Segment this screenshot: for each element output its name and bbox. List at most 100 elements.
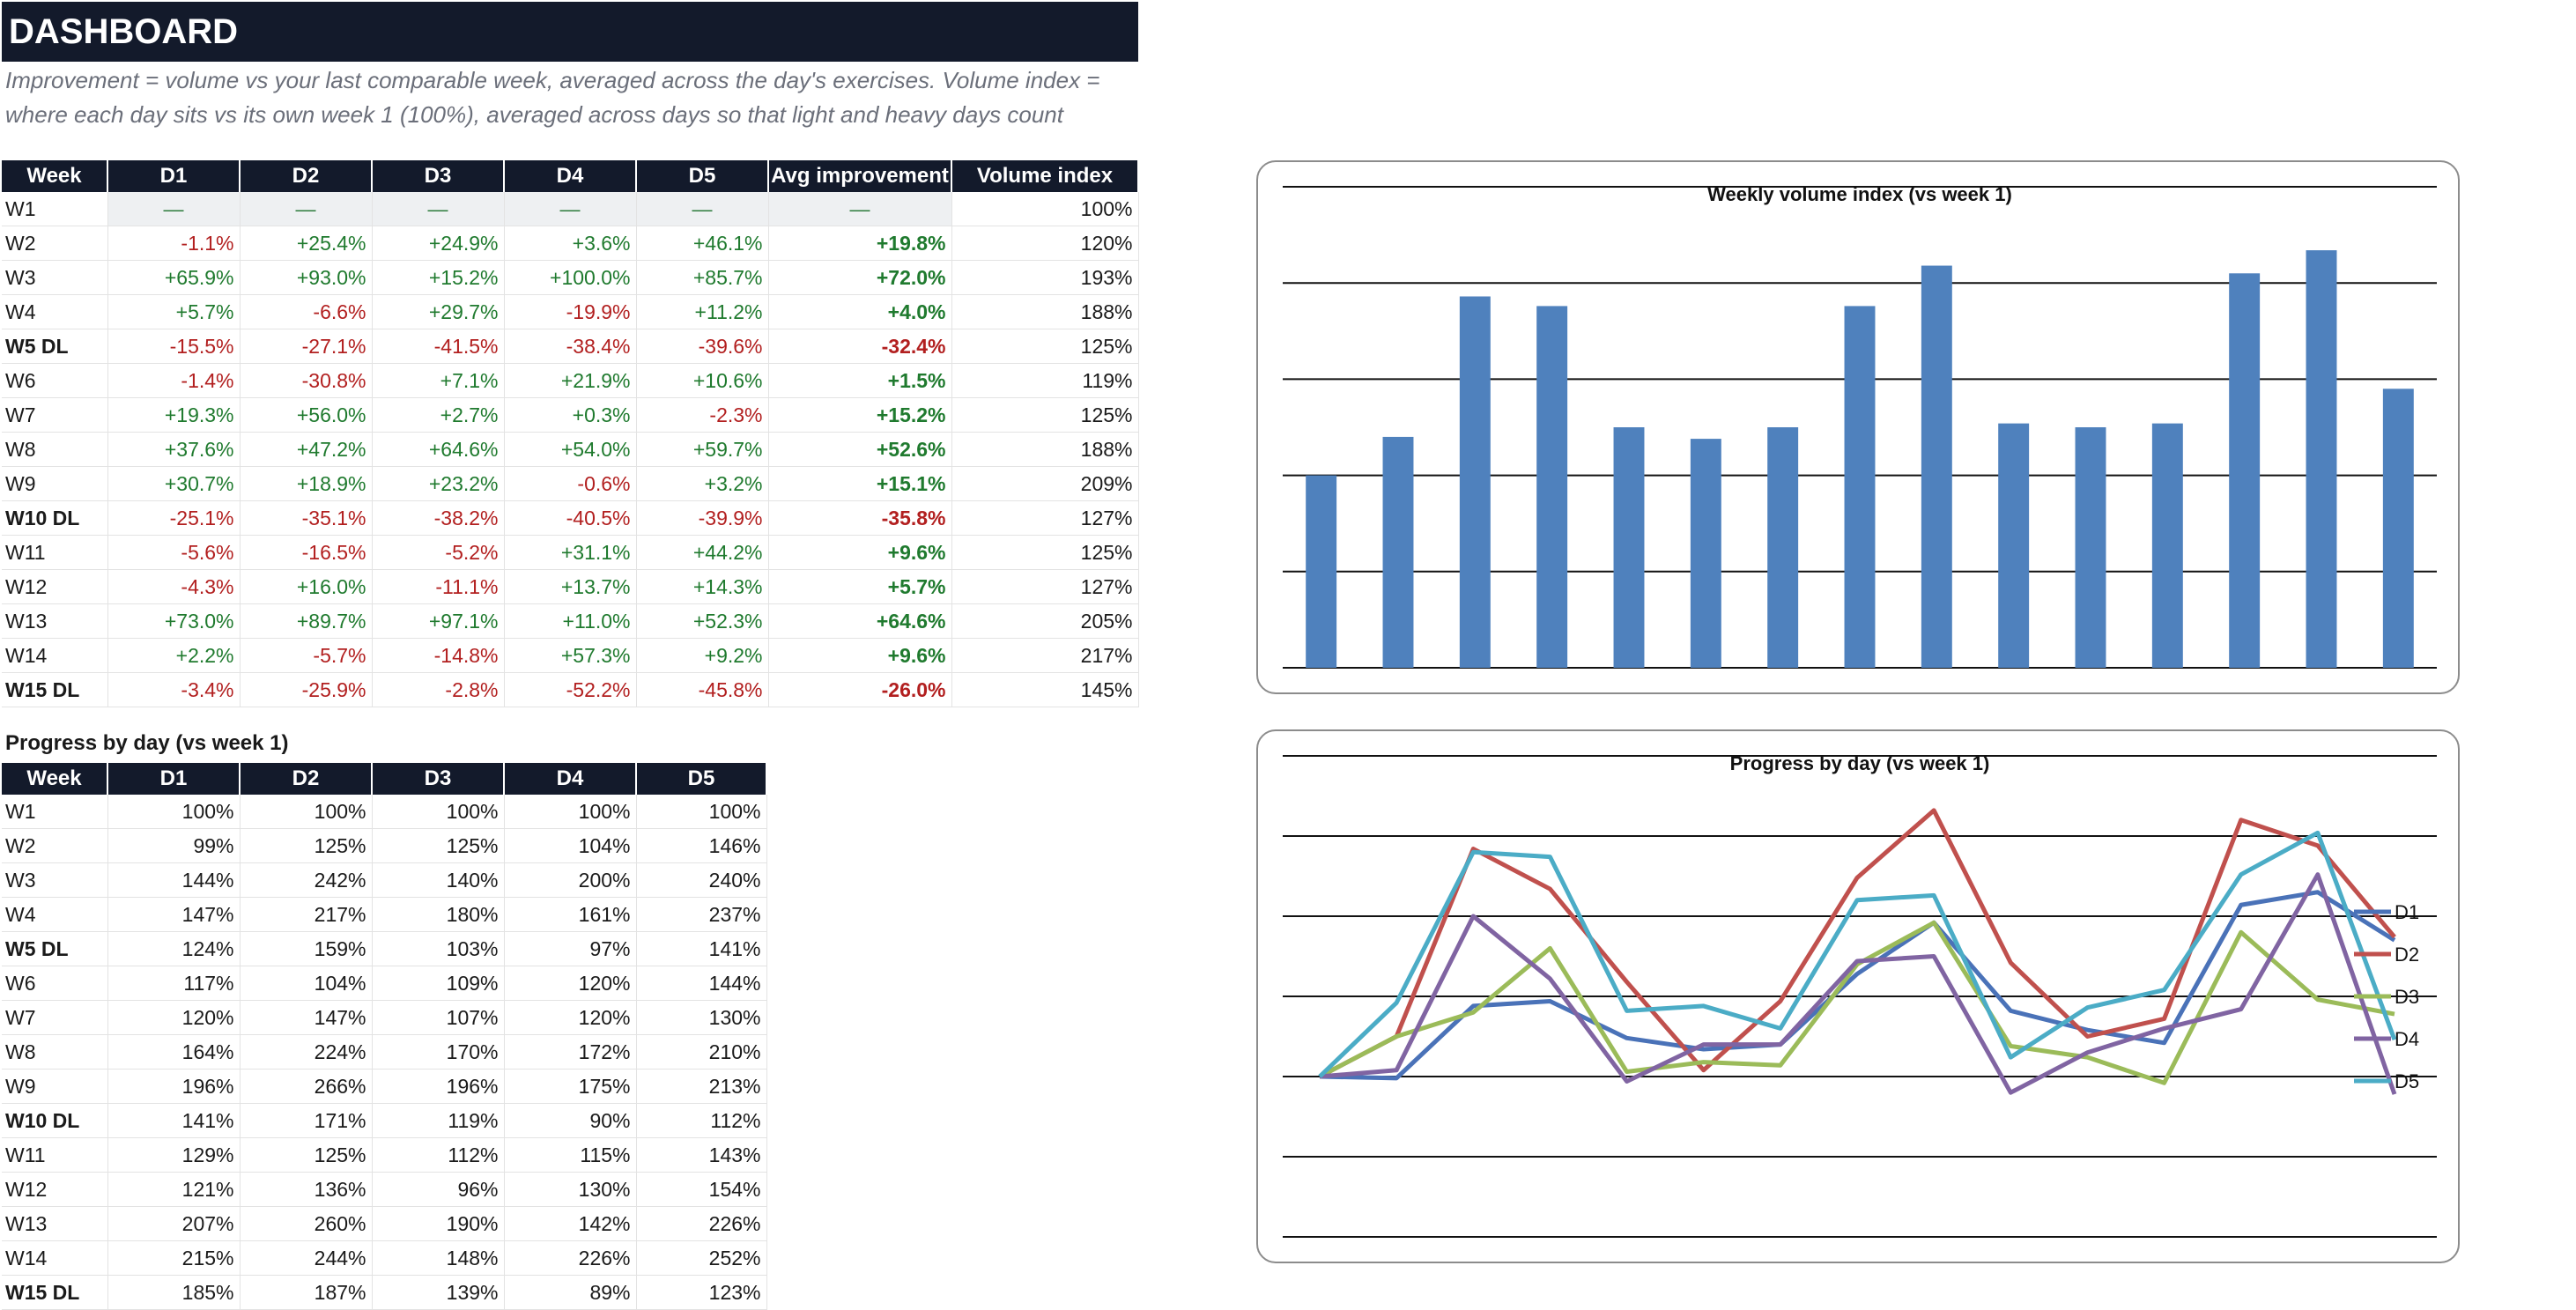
d1-improvement-cell[interactable]: +19.3% bbox=[107, 397, 241, 433]
week-cell[interactable]: W13 bbox=[2, 1206, 108, 1241]
table-row[interactable]: W7 +19.3% +56.0% +2.7% +0.3% -2.3% +15.2% 125% bbox=[2, 397, 1139, 433]
table-row[interactable]: W12 121% 136% 96% 130% 154% bbox=[2, 1172, 767, 1207]
d4-progress-cell[interactable]: 90% bbox=[504, 1103, 637, 1138]
week-cell[interactable]: W5 DL bbox=[2, 931, 108, 966]
volume-index-cell[interactable]: 125% bbox=[951, 329, 1139, 364]
week-cell[interactable]: W10 DL bbox=[2, 500, 108, 536]
volume-index-cell[interactable]: 205% bbox=[951, 603, 1139, 639]
bar-w10-dl[interactable] bbox=[1998, 423, 2030, 668]
week-cell[interactable]: W3 bbox=[2, 260, 108, 295]
d1-improvement-cell[interactable]: -1.4% bbox=[107, 363, 241, 398]
d2-progress-cell[interactable]: 125% bbox=[240, 828, 373, 863]
avg-improvement-cell[interactable]: +4.0% bbox=[768, 294, 952, 329]
d5-progress-cell[interactable]: 240% bbox=[636, 862, 767, 898]
d2-improvement-cell[interactable]: +93.0% bbox=[240, 260, 373, 295]
d2-improvement-cell[interactable]: -25.9% bbox=[240, 672, 373, 707]
d1-progress-cell[interactable]: 120% bbox=[107, 1000, 241, 1035]
d5-improvement-cell[interactable]: +59.7% bbox=[636, 432, 769, 467]
d2-progress-cell[interactable]: 187% bbox=[240, 1275, 373, 1310]
volume-index-cell[interactable]: 188% bbox=[951, 294, 1139, 329]
table-row[interactable]: W15 DL 185% 187% 139% 89% 123% bbox=[2, 1275, 767, 1310]
table-row[interactable]: W5 DL 124% 159% 103% 97% 141% bbox=[2, 931, 767, 966]
col-header-d5[interactable]: D5 bbox=[636, 160, 769, 192]
avg-improvement-cell[interactable]: +64.6% bbox=[768, 603, 952, 639]
d3-progress-cell[interactable]: 170% bbox=[372, 1034, 505, 1069]
volume-index-cell[interactable]: 125% bbox=[951, 535, 1139, 570]
table-row[interactable]: W13 207% 260% 190% 142% 226% bbox=[2, 1206, 767, 1241]
d5-improvement-cell[interactable]: +11.2% bbox=[636, 294, 769, 329]
week-cell[interactable]: W11 bbox=[2, 535, 108, 570]
volume-index-cell[interactable]: 145% bbox=[951, 672, 1139, 707]
volume-index-cell[interactable]: 127% bbox=[951, 500, 1139, 536]
table-row[interactable]: W10 DL -25.1% -35.1% -38.2% -40.5% -39.9% -35.… bbox=[2, 500, 1139, 536]
d5-improvement-cell[interactable]: +3.2% bbox=[636, 466, 769, 501]
d3-progress-cell[interactable]: 119% bbox=[372, 1103, 505, 1138]
volume-index-cell[interactable]: 125% bbox=[951, 397, 1139, 433]
d4-progress-cell[interactable]: 104% bbox=[504, 828, 637, 863]
week-cell[interactable]: W10 DL bbox=[2, 1103, 108, 1138]
d4-progress-cell[interactable]: 120% bbox=[504, 966, 637, 1001]
avg-improvement-cell[interactable]: +19.8% bbox=[768, 226, 952, 261]
week-cell[interactable]: W14 bbox=[2, 1240, 108, 1276]
d4-improvement-cell[interactable]: +100.0% bbox=[504, 260, 637, 295]
series-line-d3[interactable] bbox=[1318, 920, 2395, 1085]
week-cell[interactable]: W7 bbox=[2, 397, 108, 433]
d2-progress-cell[interactable]: 171% bbox=[240, 1103, 373, 1138]
table-row[interactable]: W8 +37.6% +47.2% +64.6% +54.0% +59.7% +52.6% 18… bbox=[2, 432, 1139, 467]
avg-improvement-cell[interactable]: -26.0% bbox=[768, 672, 952, 707]
table-row[interactable]: W15 DL -3.4% -25.9% -2.8% -52.2% -45.8% -26.0%… bbox=[2, 672, 1139, 707]
d1-progress-cell[interactable]: 124% bbox=[107, 931, 241, 966]
d2-improvement-cell[interactable]: -6.6% bbox=[240, 294, 373, 329]
d2-progress-cell[interactable]: 217% bbox=[240, 897, 373, 932]
col-header-week[interactable]: Week bbox=[2, 160, 108, 192]
d5-progress-cell[interactable]: 154% bbox=[636, 1172, 767, 1207]
d1-improvement-cell[interactable]: +5.7% bbox=[107, 294, 241, 329]
week-cell[interactable]: W6 bbox=[2, 363, 108, 398]
bar-w13[interactable] bbox=[2229, 273, 2261, 668]
d4-improvement-cell[interactable]: +11.0% bbox=[504, 603, 637, 639]
d5-progress-cell[interactable]: 141% bbox=[636, 931, 767, 966]
table-row[interactable]: W5 DL -15.5% -27.1% -41.5% -38.4% -39.6% -32.4… bbox=[2, 329, 1139, 364]
table-row[interactable]: W8 164% 224% 170% 172% 210% bbox=[2, 1034, 767, 1069]
d5-progress-cell[interactable]: 237% bbox=[636, 897, 767, 932]
d2-progress-cell[interactable]: 244% bbox=[240, 1240, 373, 1276]
d5-progress-cell[interactable]: 252% bbox=[636, 1240, 767, 1276]
table-row[interactable]: W6 -1.4% -30.8% +7.1% +21.9% +10.6% +1.5% 119% bbox=[2, 363, 1139, 398]
volume-index-chart[interactable]: Weekly volume index (vs week 1) bbox=[1256, 160, 2460, 694]
bar-w3[interactable] bbox=[1459, 296, 1491, 668]
week-cell[interactable]: W12 bbox=[2, 1172, 108, 1207]
d5-progress-cell[interactable]: 146% bbox=[636, 828, 767, 863]
week-cell[interactable]: W3 bbox=[2, 862, 108, 898]
d4-progress-cell[interactable]: 100% bbox=[504, 795, 637, 829]
series-line-d4[interactable] bbox=[1319, 872, 2397, 1095]
d5-improvement-cell[interactable]: -45.8% bbox=[636, 672, 769, 707]
d3-progress-cell[interactable]: 103% bbox=[372, 931, 505, 966]
d1-progress-cell[interactable]: 147% bbox=[107, 897, 241, 932]
d2-progress-cell[interactable]: 136% bbox=[240, 1172, 373, 1207]
d2-progress-cell[interactable]: 159% bbox=[240, 931, 373, 966]
d3-improvement-cell[interactable]: -38.2% bbox=[372, 500, 505, 536]
d5-improvement-cell[interactable]: — bbox=[636, 192, 769, 226]
avg-improvement-cell[interactable]: +1.5% bbox=[768, 363, 952, 398]
table-row[interactable]: W11 129% 125% 112% 115% 143% bbox=[2, 1137, 767, 1173]
d2-progress-cell[interactable]: 125% bbox=[240, 1137, 373, 1173]
d4-improvement-cell[interactable]: +13.7% bbox=[504, 569, 637, 604]
d4-improvement-cell[interactable]: +31.1% bbox=[504, 535, 637, 570]
d3-progress-cell[interactable]: 140% bbox=[372, 862, 505, 898]
series-line-d2[interactable] bbox=[1318, 808, 2396, 1079]
volume-index-cell[interactable]: 188% bbox=[951, 432, 1139, 467]
d1-progress-cell[interactable]: 144% bbox=[107, 862, 241, 898]
d3-progress-cell[interactable]: 196% bbox=[372, 1069, 505, 1104]
bar-w14[interactable] bbox=[2306, 250, 2337, 668]
d2-progress-cell[interactable]: 242% bbox=[240, 862, 373, 898]
d1-improvement-cell[interactable]: -1.1% bbox=[107, 226, 241, 261]
d3-improvement-cell[interactable]: +15.2% bbox=[372, 260, 505, 295]
bar-w2[interactable] bbox=[1382, 436, 1414, 668]
bar-w5-dl[interactable] bbox=[1613, 427, 1645, 668]
d4-progress-cell[interactable]: 200% bbox=[504, 862, 637, 898]
week-cell[interactable]: W14 bbox=[2, 638, 108, 673]
d4-progress-cell[interactable]: 172% bbox=[504, 1034, 637, 1069]
d4-improvement-cell[interactable]: +3.6% bbox=[504, 226, 637, 261]
d1-progress-cell[interactable]: 185% bbox=[107, 1275, 241, 1310]
table-row[interactable]: W3 144% 242% 140% 200% 240% bbox=[2, 862, 767, 898]
